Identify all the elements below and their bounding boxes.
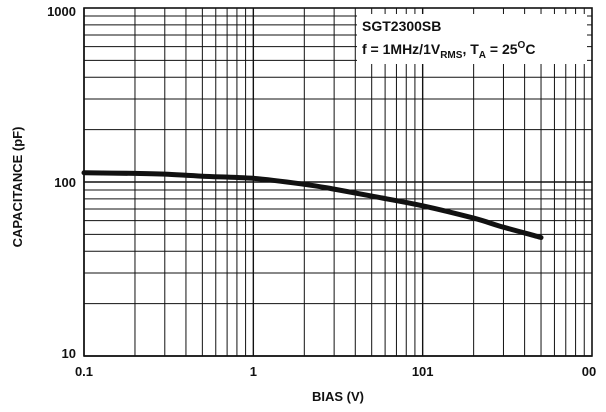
y-tick-label: 1000: [47, 4, 76, 19]
x-tick-label: 0.1: [75, 364, 93, 379]
x-tick-label: 101: [412, 364, 434, 379]
x-tick-labels: 0.1 1 101 00: [75, 364, 596, 379]
y-tick-label: 10: [62, 346, 76, 361]
legend-box: [357, 14, 587, 64]
y-axis-title: CAPACITANCE (pF): [10, 127, 25, 248]
legend-title: SGT2300SB: [362, 18, 441, 34]
y-tick-label: 100: [54, 175, 76, 190]
legend: SGT2300SB f = 1MHz/1VRMS, TA = 25OC: [357, 14, 587, 64]
y-tick-labels: 10 100 1000: [47, 4, 76, 361]
capacitance-curve: [81, 170, 544, 240]
x-axis-title: BIAS (V): [312, 389, 364, 404]
legend-conditions: f = 1MHz/1VRMS, TA = 25OC: [362, 40, 535, 61]
plot-frame: [83, 7, 593, 357]
x-tick-label: 00: [582, 364, 596, 379]
x-tick-label: 1: [250, 364, 257, 379]
